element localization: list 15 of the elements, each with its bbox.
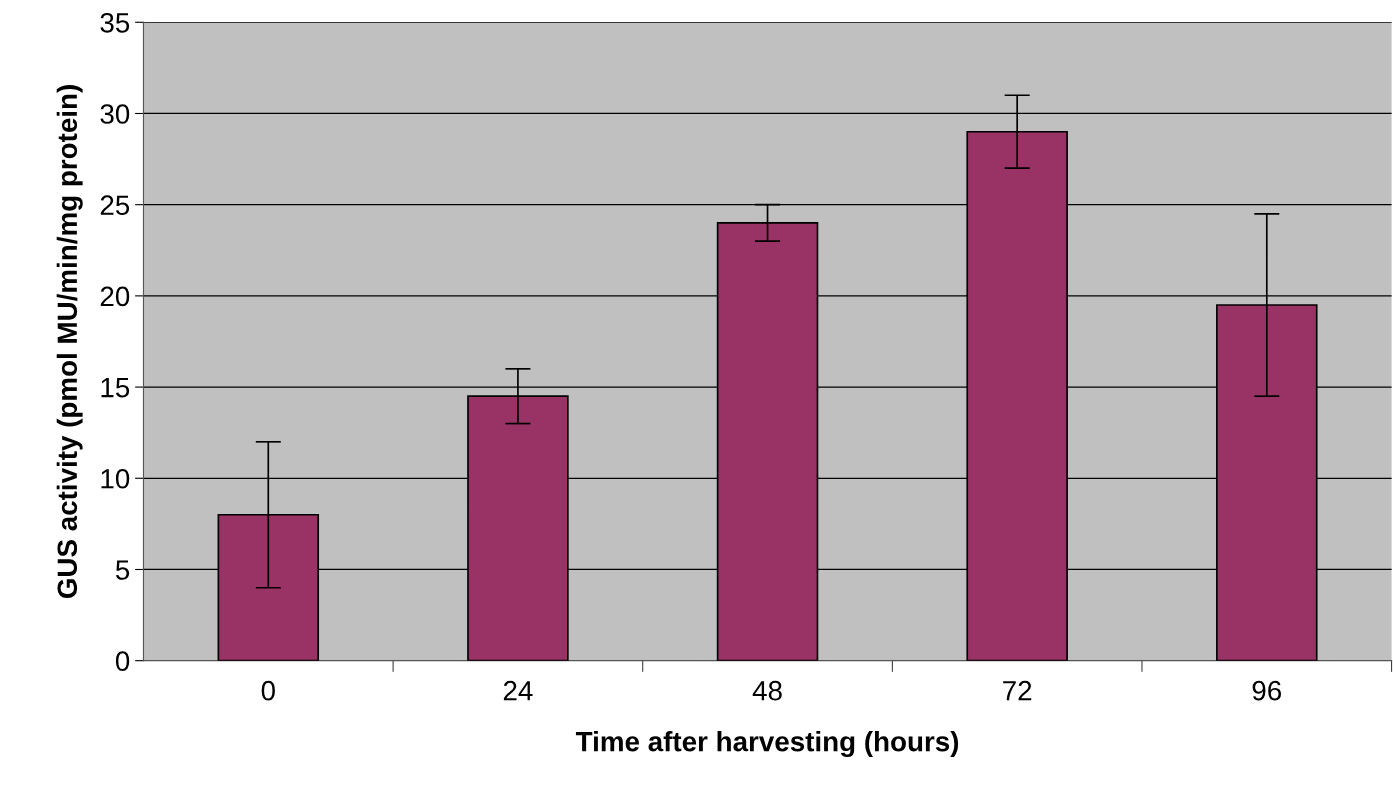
y-tick-label: 0 (115, 651, 130, 672)
y-tick-label: 10 (101, 468, 130, 489)
x-tick-label: 96 (1252, 680, 1282, 701)
y-tick-label: 20 (100, 286, 130, 307)
x-tick-label: 0 (261, 680, 275, 701)
y-tick-label: 15 (101, 378, 130, 398)
y-tick-label: 30 (100, 104, 130, 124)
y-tick-label: 5 (115, 560, 130, 580)
x-tick-label: 72 (1003, 680, 1032, 701)
y-tick-label: 35 (100, 12, 130, 33)
x-tick-label: 48 (752, 680, 782, 701)
y-axis-title: GUS activity (pmol MU/min/mg protein) (56, 85, 83, 599)
x-tick-label: 24 (503, 680, 533, 701)
x-axis-title: Time after harvesting (hours) (575, 731, 959, 758)
y-tick-label: 25 (100, 195, 130, 216)
